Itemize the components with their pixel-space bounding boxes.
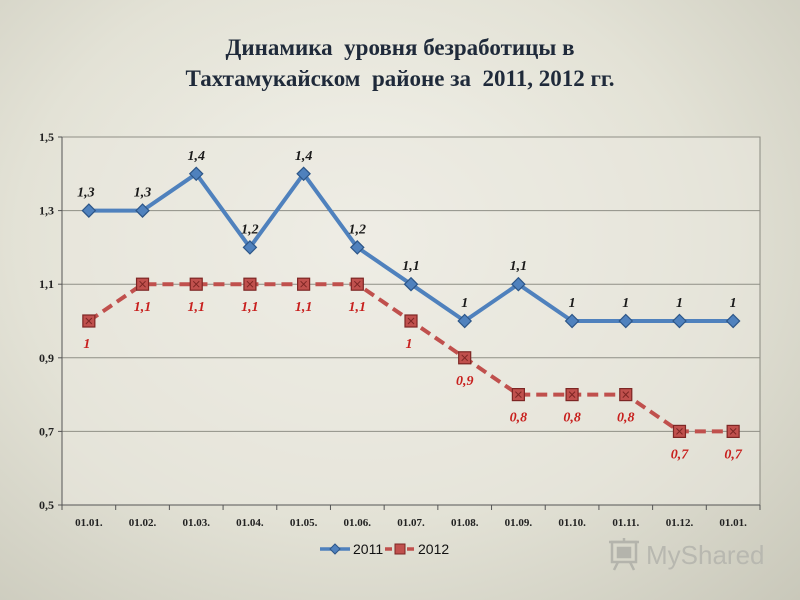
data-label-2012: 1,1 [295,300,313,315]
point-cross-2012-0 [85,317,93,325]
point-2011-10 [618,313,634,329]
legend-label-2011: 2011 [353,541,383,557]
legend-marker-2012 [394,543,406,555]
data-label-2012: 0,9 [456,374,474,389]
legend-marker-2011 [329,543,341,555]
point-2011-4 [296,166,311,182]
chart-title-line-2: Тахтамукайском районе за 2011, 2012 гг. [185,66,615,91]
data-label-2012: 1,1 [349,300,367,315]
data-labels: 1,3 1,3 1,4 1,2 1,4 1,2 1,1 1 1,1 1 1 1 1 1 1,1 1,1 1,1 1… [77,149,743,463]
point-cross-2012-3 [246,280,254,288]
x-tick-label: 01.07. [397,517,425,529]
point-cross-2012-12 [729,428,737,435]
data-label-2012: 0,7 [724,447,743,462]
x-tick-label: 01.02. [129,517,157,529]
presentation-board-icon [609,538,639,571]
point-2011-11 [672,313,687,329]
point-cross-2012-1 [139,280,146,288]
chart-title: Динамика уровня безработицы в Тахтамукай… [0,32,800,94]
point-cross-2012-7 [461,354,469,362]
point-2011-12 [725,313,741,329]
data-label-2011: 1,1 [402,259,420,274]
data-label-2011: 1,2 [349,222,367,237]
point-cross-2012-4 [300,280,307,288]
point-2011-0 [81,203,97,218]
data-label-2012: 1,1 [187,300,205,315]
point-cross-2012-8 [515,391,522,398]
chart-title-line-1: Динамика уровня безработицы в [225,35,575,60]
data-label-2011: 1,1 [510,259,528,274]
data-label-2011: 1,4 [187,149,205,164]
legend-label-2012: 2012 [418,541,449,557]
x-tick-label: 01.12. [666,517,694,529]
x-tick-label: 01.06. [344,517,372,529]
data-label-2011: 1 [461,296,468,311]
point-cross-2012-10 [622,391,630,398]
y-tick-label: 0,9 [39,351,54,365]
data-label-2012: 1,1 [134,300,152,315]
point-2011-5 [349,240,365,255]
series-layer [81,166,741,438]
data-label-2011: 1 [730,296,737,311]
point-2011-9 [564,313,580,329]
data-label-2012: 1 [83,337,90,352]
y-tick-label: 0,7 [39,424,54,438]
x-tick-label: 01.05. [290,517,318,529]
data-label-2011: 1,3 [77,186,95,201]
point-cross-2012-9 [568,391,576,398]
x-tick-label: 01.04. [236,517,264,529]
y-tick-label: 1,1 [39,277,54,291]
x-tick-label: 01.01. [75,517,103,529]
y-tick-label: 1,3 [39,204,54,218]
x-tick-label: 01.08. [451,517,479,529]
data-label-2011: 1 [676,296,683,311]
data-label-2011: 1 [622,296,629,311]
point-2011-3 [242,240,258,255]
point-cross-2012-11 [676,428,683,435]
x-tick-label: 01.09. [505,517,533,529]
point-cross-2012-6 [407,317,415,325]
data-label-2012: 0,7 [671,447,690,462]
x-tick-label: 01.03. [182,517,210,529]
data-label-2011: 1,3 [134,186,152,201]
x-tick-label: 01.11. [612,517,639,529]
legend: 2011 2012 [320,541,449,557]
point-2011-8 [511,276,526,292]
x-tick-label: 01.01. [719,517,747,529]
data-label-2012: 1 [406,337,413,352]
data-label-2012: 0,8 [510,411,528,426]
point-2011-1 [135,203,150,218]
point-cross-2012-2 [192,280,200,288]
data-label-2012: 0,8 [563,411,581,426]
data-label-2011: 1,4 [295,149,313,164]
point-cross-2012-5 [353,280,361,288]
data-label-2011: 1,2 [241,222,259,237]
data-label-2012: 0,8 [617,411,635,426]
y-tick-label: 1,5 [39,130,54,144]
data-label-2011: 1 [569,296,576,311]
axes: 0,5 0,7 0,9 1,1 1,3 1,5 01.01. 01.02. 01.03. 01.0… [39,130,761,529]
watermark-text: MyShared [646,540,765,570]
point-2011-2 [188,166,204,182]
data-label-2012: 1,1 [241,300,259,315]
y-tick-label: 0,5 [39,498,54,512]
point-2011-7 [457,313,473,329]
point-2011-6 [403,276,419,292]
watermark: MyShared [609,538,765,571]
x-tick-label: 01.10. [558,517,586,529]
